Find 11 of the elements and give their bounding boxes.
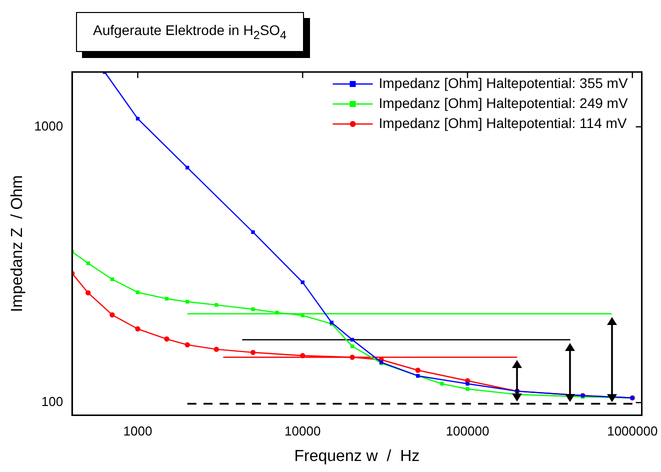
x-tick-label: 10000 <box>284 424 321 439</box>
x-tick-label: 1000 <box>123 424 152 439</box>
y-axis-title: Impedanz Z / Ohm <box>9 175 26 312</box>
y-tick-label: 100 <box>41 394 64 410</box>
chart-title: Aufgeraute Elektrode in H$_{2}$SO$_{4}$ <box>76 12 304 52</box>
legend-label: Impedanz [Ohm] Haltepotential: 114 mV <box>378 114 628 131</box>
x-tick-label: 100000 <box>446 424 490 439</box>
x-axis-title: Frequenz w / Hz <box>294 448 420 465</box>
x-tick-label: 1000000 <box>607 424 658 439</box>
legend-label: Impedanz [Ohm] Haltepotential: 249 mV <box>378 94 628 111</box>
legend-label: Impedanz [Ohm] Haltepotential: 355 mV <box>378 74 628 91</box>
